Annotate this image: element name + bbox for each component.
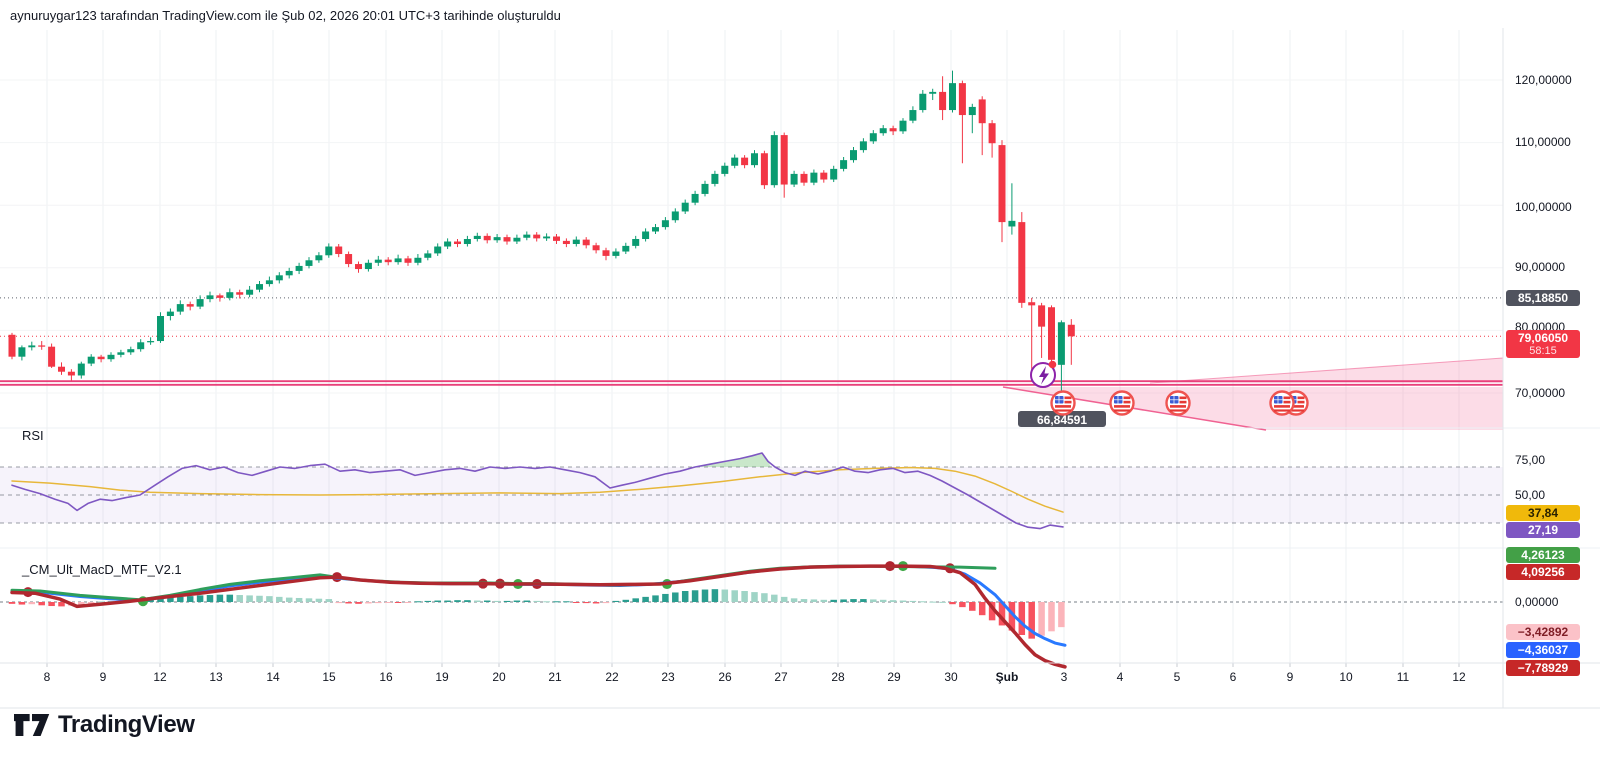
time-axis-label: 6 bbox=[1229, 670, 1237, 684]
macd-red-value-badge: 4,09256 bbox=[1506, 564, 1580, 580]
price-axis-label: 50,00 bbox=[1515, 488, 1546, 502]
tradingview-logo-text: TradingView bbox=[58, 711, 195, 738]
svg-text:66,84591: 66,84591 bbox=[1037, 413, 1087, 427]
time-axis-label: 9 bbox=[99, 670, 107, 684]
time-axis-label: 16 bbox=[379, 670, 393, 684]
price-axis-label: 100,00000 bbox=[1515, 200, 1572, 214]
macd-signal-value-badge: −4,36037 bbox=[1506, 642, 1580, 658]
time-axis-label: 8 bbox=[43, 670, 51, 684]
macd-mtf-value-badge: −7,78929 bbox=[1506, 660, 1580, 676]
price-axis-label: 90,00000 bbox=[1515, 260, 1566, 274]
time-axis-label: 5 bbox=[1173, 670, 1181, 684]
us-economic-event-icon[interactable] bbox=[1269, 390, 1295, 416]
time-axis-label: 4 bbox=[1116, 670, 1124, 684]
tradingview-logo-icon bbox=[14, 714, 50, 736]
rsi-indicator-title[interactable]: RSI bbox=[22, 428, 44, 443]
last-price-badge: 79,06050 58:15 bbox=[1506, 330, 1580, 358]
time-axis-label: 3 bbox=[1060, 670, 1068, 684]
macd-indicator-title[interactable]: _CM_Ult_MacD_MTF_V2.1 bbox=[22, 562, 182, 577]
time-axis-label: 15 bbox=[322, 670, 336, 684]
time-axis-label: 23 bbox=[661, 670, 675, 684]
price-axis-label: 120,00000 bbox=[1515, 73, 1572, 87]
time-axis-label: 21 bbox=[548, 670, 562, 684]
price-axis-label: 0,00000 bbox=[1515, 595, 1559, 609]
time-axis-label: 9 bbox=[1286, 670, 1294, 684]
candlestick-series bbox=[8, 70, 1075, 393]
time-axis-label: 13 bbox=[209, 670, 223, 684]
time-axis-label: 12 bbox=[153, 670, 167, 684]
time-axis-label: Şub bbox=[995, 670, 1019, 684]
time-axis-label: 29 bbox=[887, 670, 901, 684]
price-axis-label: 75,00 bbox=[1515, 453, 1546, 467]
price-levels bbox=[0, 297, 1503, 337]
us-economic-event-icon[interactable] bbox=[1165, 390, 1191, 416]
support-price-badge: 66,84591 bbox=[1018, 411, 1106, 427]
time-axis-label: 28 bbox=[831, 670, 845, 684]
time-axis-label: 10 bbox=[1339, 670, 1353, 684]
rsi-value-badge: 27,19 bbox=[1506, 522, 1580, 538]
rsi-panel bbox=[0, 453, 1503, 524]
time-axis-label: 26 bbox=[718, 670, 732, 684]
price-level-badge: 85,18850 bbox=[1506, 290, 1580, 306]
macd-green-value-badge: 4,26123 bbox=[1506, 547, 1580, 563]
time-axis-label: 14 bbox=[266, 670, 280, 684]
tradingview-logo: TradingView bbox=[14, 711, 195, 739]
us-economic-event-icon[interactable] bbox=[1050, 390, 1076, 416]
time-axis-label: 11 bbox=[1396, 670, 1410, 684]
time-axis-label: 22 bbox=[605, 670, 619, 684]
time-axis-label: 19 bbox=[435, 670, 449, 684]
lightning-event-icon[interactable] bbox=[1030, 360, 1057, 388]
macd-hist-value-badge: −3,42892 bbox=[1506, 624, 1580, 640]
time-axis-label: 12 bbox=[1452, 670, 1466, 684]
price-axis-label: 110,00000 bbox=[1515, 135, 1571, 149]
price-axis-label: 70,00000 bbox=[1515, 386, 1566, 400]
time-axis-label: 30 bbox=[944, 670, 958, 684]
macd-panel bbox=[0, 561, 1503, 639]
rsi-ma-value-badge: 37,84 bbox=[1506, 505, 1580, 521]
time-axis-label: 20 bbox=[492, 670, 506, 684]
pane-separators bbox=[0, 28, 1600, 709]
grid-lines bbox=[0, 30, 1503, 667]
us-economic-event-icon[interactable] bbox=[1109, 390, 1135, 416]
event-icons-row[interactable] bbox=[1030, 360, 1309, 416]
attribution-text: aynuruygar123 tarafından TradingView.com… bbox=[10, 8, 561, 23]
time-axis-label: 27 bbox=[774, 670, 788, 684]
